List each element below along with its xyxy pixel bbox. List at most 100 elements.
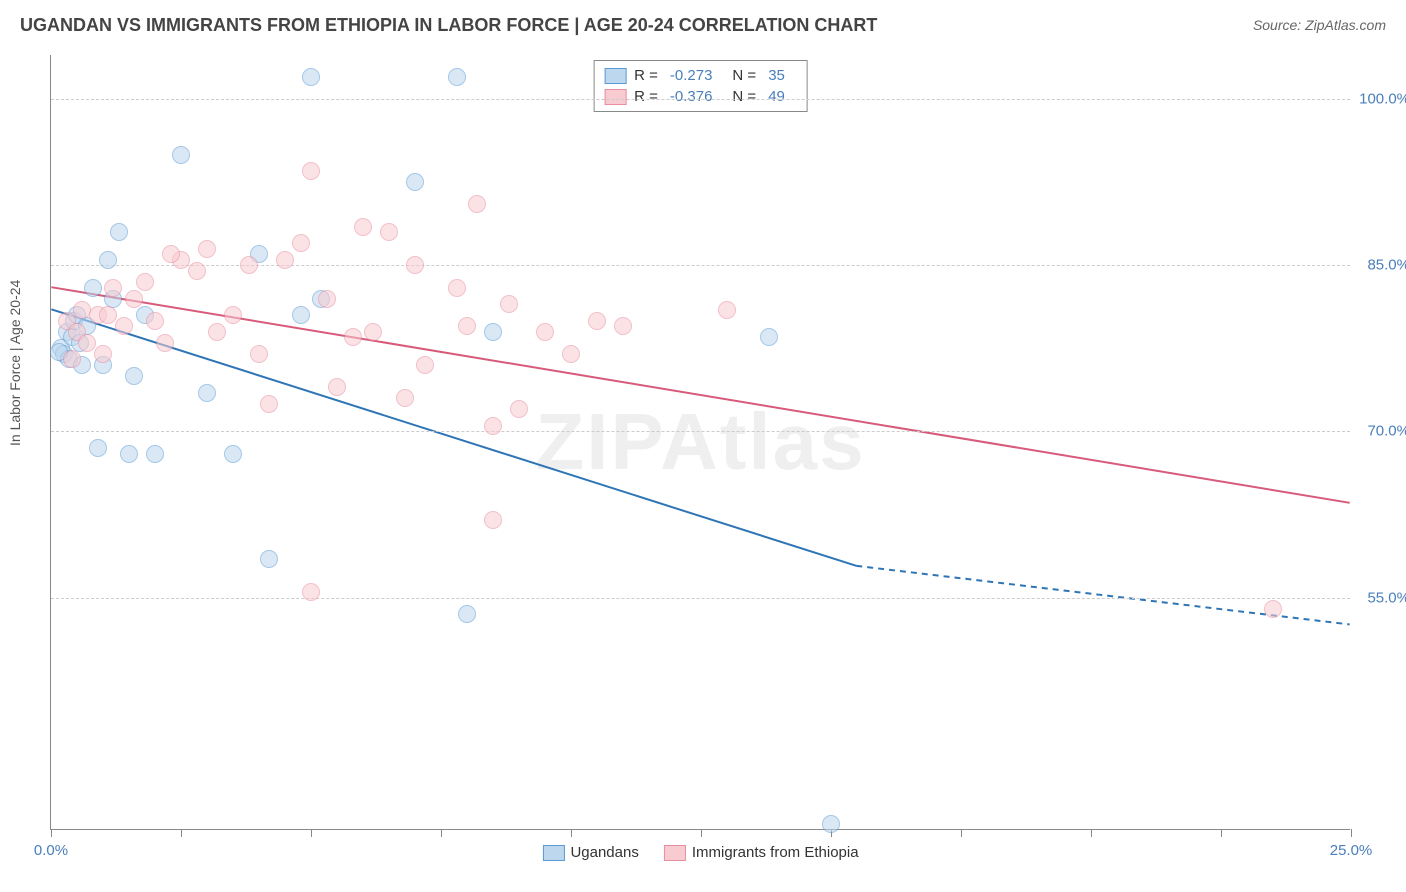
data-point <box>406 256 424 274</box>
data-point <box>718 301 736 319</box>
stat-r-value: -0.273 <box>670 67 713 84</box>
x-tick <box>1351 829 1352 837</box>
stat-n-label: N = <box>732 67 756 84</box>
data-point <box>344 328 362 346</box>
data-point <box>302 68 320 86</box>
data-point <box>146 445 164 463</box>
y-tick-label: 70.0% <box>1355 423 1406 440</box>
data-point <box>500 295 518 313</box>
legend-series: Ugandans Immigrants from Ethiopia <box>542 844 858 861</box>
x-tick <box>1221 829 1222 837</box>
data-point <box>156 334 174 352</box>
data-point <box>260 550 278 568</box>
x-tick <box>311 829 312 837</box>
data-point <box>328 378 346 396</box>
data-point <box>104 279 122 297</box>
data-point <box>63 350 81 368</box>
data-point <box>146 312 164 330</box>
x-tick-label: 0.0% <box>34 842 68 859</box>
data-point <box>292 234 310 252</box>
data-point <box>198 240 216 258</box>
x-tick <box>441 829 442 837</box>
data-point <box>240 256 258 274</box>
data-point <box>484 511 502 529</box>
data-point <box>484 323 502 341</box>
data-point <box>536 323 554 341</box>
legend-stat-row: R = -0.376 N = 49 <box>604 86 797 107</box>
legend-swatch <box>604 68 626 84</box>
stat-r-label: R = <box>634 88 658 105</box>
gridline <box>51 431 1350 432</box>
watermark: ZIPAtlas <box>535 396 865 488</box>
data-point <box>250 345 268 363</box>
legend-label: Ugandans <box>570 844 638 861</box>
legend-item: Ugandans <box>542 844 638 861</box>
data-point <box>448 279 466 297</box>
data-point <box>562 345 580 363</box>
legend-item: Immigrants from Ethiopia <box>664 844 859 861</box>
data-point <box>276 251 294 269</box>
data-point <box>224 306 242 324</box>
data-point <box>416 356 434 374</box>
x-tick <box>1091 829 1092 837</box>
legend-stat-row: R = -0.273 N = 35 <box>604 65 797 86</box>
data-point <box>614 317 632 335</box>
stat-n-value: 35 <box>768 67 785 84</box>
data-point <box>73 301 91 319</box>
y-tick-label: 100.0% <box>1355 91 1406 108</box>
legend-stats: R = -0.273 N = 35 R = -0.376 N = 49 <box>593 60 808 112</box>
data-point <box>125 367 143 385</box>
data-point <box>822 815 840 833</box>
data-point <box>208 323 226 341</box>
data-point <box>198 384 216 402</box>
data-point <box>406 173 424 191</box>
data-point <box>318 290 336 308</box>
x-tick <box>571 829 572 837</box>
data-point <box>89 439 107 457</box>
data-point <box>484 417 502 435</box>
stat-n-label: N = <box>732 88 756 105</box>
x-tick <box>51 829 52 837</box>
data-point <box>99 251 117 269</box>
data-point <box>458 317 476 335</box>
chart-title: UGANDAN VS IMMIGRANTS FROM ETHIOPIA IN L… <box>20 15 877 36</box>
data-point <box>380 223 398 241</box>
data-point <box>292 306 310 324</box>
data-point <box>110 223 128 241</box>
data-point <box>188 262 206 280</box>
legend-swatch <box>664 845 686 861</box>
data-point <box>120 445 138 463</box>
data-point <box>78 334 96 352</box>
data-point <box>162 245 180 263</box>
data-point <box>302 583 320 601</box>
stat-r-value: -0.376 <box>670 88 713 105</box>
data-point <box>468 195 486 213</box>
stat-n-value: 49 <box>768 88 785 105</box>
data-point <box>396 389 414 407</box>
data-point <box>302 162 320 180</box>
data-point <box>260 395 278 413</box>
data-point <box>760 328 778 346</box>
data-point <box>172 146 190 164</box>
data-point <box>115 317 133 335</box>
legend-swatch <box>542 845 564 861</box>
x-tick-label: 25.0% <box>1330 842 1373 859</box>
data-point <box>458 605 476 623</box>
data-point <box>354 218 372 236</box>
data-point <box>94 345 112 363</box>
data-point <box>99 306 117 324</box>
legend-label: Immigrants from Ethiopia <box>692 844 859 861</box>
data-point <box>588 312 606 330</box>
data-point <box>448 68 466 86</box>
data-point <box>364 323 382 341</box>
data-point <box>510 400 528 418</box>
plot-area: ZIPAtlas R =-0.273N =35R =-0.376N =49 Ug… <box>50 55 1350 830</box>
chart-header: UGANDAN VS IMMIGRANTS FROM ETHIOPIA IN L… <box>0 0 1406 50</box>
trend-lines <box>51 55 1350 829</box>
y-axis-label: In Labor Force | Age 20-24 <box>7 280 23 446</box>
data-point <box>1264 600 1282 618</box>
gridline <box>51 99 1350 100</box>
x-tick <box>181 829 182 837</box>
stat-r-label: R = <box>634 67 658 84</box>
source-label: Source: ZipAtlas.com <box>1253 17 1386 33</box>
